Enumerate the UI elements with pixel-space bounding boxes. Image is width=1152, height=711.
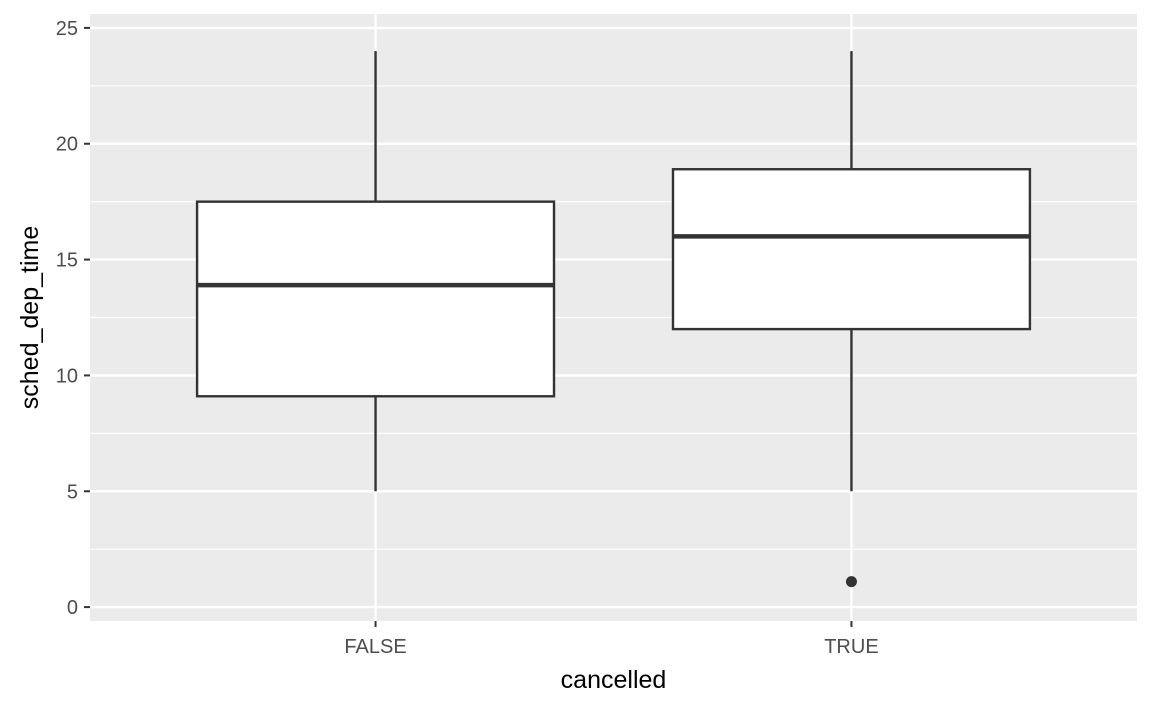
y-tick-label: 10 — [56, 365, 78, 387]
box-true — [671, 51, 1032, 588]
x-tick-label: FALSE — [344, 636, 406, 658]
y-tick-label: 20 — [56, 134, 78, 156]
x-axis: FALSE TRUE — [344, 621, 879, 658]
box-false — [195, 51, 556, 492]
y-axis-title: sched_dep_time — [16, 226, 44, 409]
x-axis-title: cancelled — [561, 666, 667, 694]
outlier-point — [845, 576, 857, 588]
y-tick-label: 25 — [56, 18, 78, 40]
y-axis: 0 5 10 15 20 25 — [56, 18, 90, 619]
box-iqr — [195, 200, 556, 398]
box-iqr — [671, 168, 1032, 331]
x-tick-label: TRUE — [824, 636, 878, 658]
y-tick-label: 0 — [67, 597, 78, 619]
y-tick-label: 15 — [56, 250, 78, 272]
boxes — [195, 51, 1032, 588]
y-tick-label: 5 — [67, 481, 78, 503]
